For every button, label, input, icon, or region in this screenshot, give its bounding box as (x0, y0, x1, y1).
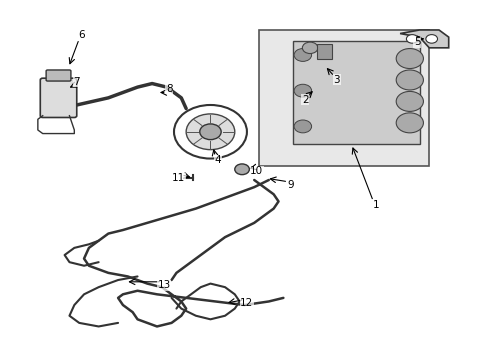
Circle shape (395, 49, 423, 68)
Text: 2: 2 (302, 95, 308, 105)
Circle shape (234, 164, 249, 175)
Circle shape (293, 49, 311, 62)
Circle shape (186, 114, 234, 150)
Circle shape (395, 113, 423, 133)
FancyBboxPatch shape (40, 78, 77, 117)
Text: 13: 13 (157, 280, 170, 291)
Text: 4: 4 (214, 156, 221, 165)
Circle shape (425, 35, 437, 43)
Polygon shape (399, 30, 448, 48)
Text: 5: 5 (413, 37, 420, 48)
Circle shape (395, 91, 423, 111)
Text: 6: 6 (78, 30, 85, 40)
Circle shape (406, 35, 417, 43)
Circle shape (200, 124, 221, 140)
Circle shape (302, 42, 317, 54)
Text: 12: 12 (240, 298, 253, 308)
Text: 9: 9 (287, 180, 293, 190)
Text: 11: 11 (172, 173, 185, 183)
Text: 8: 8 (165, 84, 172, 94)
Circle shape (293, 120, 311, 133)
Bar (259, 30, 428, 166)
Circle shape (395, 70, 423, 90)
Circle shape (293, 84, 311, 97)
Polygon shape (292, 41, 419, 144)
Circle shape (174, 105, 246, 158)
Text: 1: 1 (372, 200, 378, 210)
Polygon shape (317, 44, 331, 59)
Text: 10: 10 (249, 166, 263, 176)
Text: 7: 7 (73, 77, 80, 87)
FancyBboxPatch shape (46, 70, 71, 81)
Text: 3: 3 (333, 75, 340, 85)
